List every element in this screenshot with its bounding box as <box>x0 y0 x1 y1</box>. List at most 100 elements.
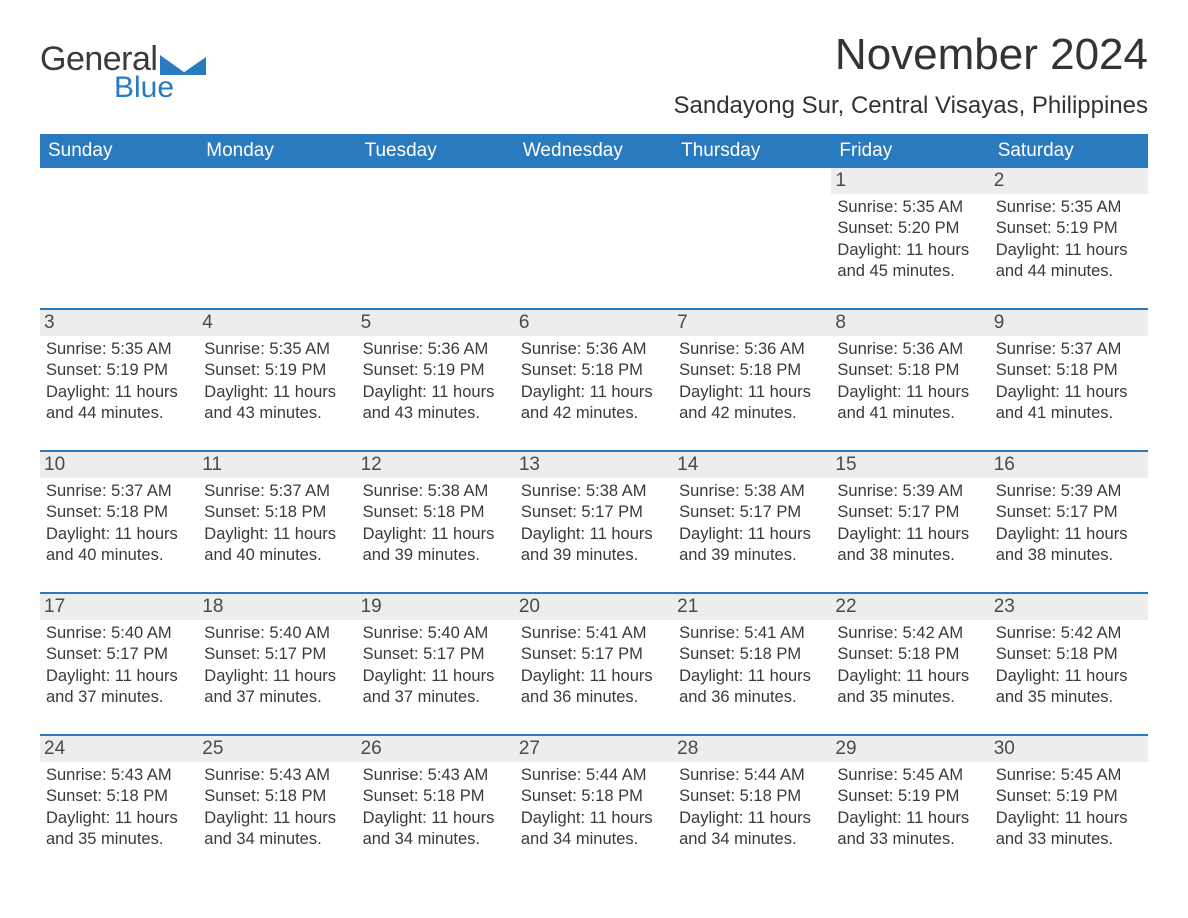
daylight-text: Daylight: 11 hours and 38 minutes. <box>837 524 983 567</box>
day-body: Sunrise: 5:38 AMSunset: 5:18 PMDaylight:… <box>363 481 509 567</box>
day-cell: 27Sunrise: 5:44 AMSunset: 5:18 PMDayligh… <box>515 736 673 864</box>
day-body: Sunrise: 5:38 AMSunset: 5:17 PMDaylight:… <box>521 481 667 567</box>
day-number: 6 <box>515 310 673 336</box>
day-number: 11 <box>198 452 356 478</box>
sunrise-text: Sunrise: 5:38 AM <box>679 481 825 502</box>
day-number: 14 <box>673 452 831 478</box>
day-body: Sunrise: 5:40 AMSunset: 5:17 PMDaylight:… <box>204 623 350 709</box>
sunset-text: Sunset: 5:18 PM <box>363 786 509 807</box>
day-body: Sunrise: 5:40 AMSunset: 5:17 PMDaylight:… <box>46 623 192 709</box>
day-cell <box>357 168 515 296</box>
day-cell <box>515 168 673 296</box>
day-body: Sunrise: 5:35 AMSunset: 5:19 PMDaylight:… <box>46 339 192 425</box>
day-cell: 19Sunrise: 5:40 AMSunset: 5:17 PMDayligh… <box>357 594 515 722</box>
day-number: 25 <box>198 736 356 762</box>
week-row: 3Sunrise: 5:35 AMSunset: 5:19 PMDaylight… <box>40 308 1148 438</box>
day-number: 5 <box>357 310 515 336</box>
sunset-text: Sunset: 5:17 PM <box>46 644 192 665</box>
day-number: 12 <box>357 452 515 478</box>
sunrise-text: Sunrise: 5:36 AM <box>363 339 509 360</box>
day-cell: 7Sunrise: 5:36 AMSunset: 5:18 PMDaylight… <box>673 310 831 438</box>
day-body: Sunrise: 5:43 AMSunset: 5:18 PMDaylight:… <box>363 765 509 851</box>
day-body: Sunrise: 5:42 AMSunset: 5:18 PMDaylight:… <box>996 623 1142 709</box>
sunrise-text: Sunrise: 5:36 AM <box>837 339 983 360</box>
sunset-text: Sunset: 5:17 PM <box>521 644 667 665</box>
day-number: 30 <box>990 736 1148 762</box>
sunrise-text: Sunrise: 5:41 AM <box>679 623 825 644</box>
daylight-text: Daylight: 11 hours and 45 minutes. <box>837 240 983 283</box>
day-cell: 12 Sunrise: 5:38 AMSunset: 5:18 PMDayligh… <box>357 452 515 580</box>
header: General Blue November 2024 Sandayong Sur… <box>40 30 1148 120</box>
sunrise-text: Sunrise: 5:39 AM <box>837 481 983 502</box>
sunrise-text: Sunrise: 5:38 AM <box>363 481 509 502</box>
day-body: Sunrise: 5:35 AMSunset: 5:19 PMDaylight:… <box>204 339 350 425</box>
daylight-text: Daylight: 11 hours and 42 minutes. <box>521 382 667 425</box>
daylight-text: Daylight: 11 hours and 41 minutes. <box>837 382 983 425</box>
sunset-text: Sunset: 5:18 PM <box>837 644 983 665</box>
sunrise-text: Sunrise: 5:36 AM <box>521 339 667 360</box>
week-row: 1Sunrise: 5:35 AMSunset: 5:20 PMDaylight… <box>40 168 1148 296</box>
day-body: Sunrise: 5:38 AMSunset: 5:17 PMDaylight:… <box>679 481 825 567</box>
day-body: Sunrise: 5:37 AMSunset: 5:18 PMDaylight:… <box>996 339 1142 425</box>
day-number: 2 <box>990 168 1148 194</box>
week-row: 10Sunrise: 5:37 AMSunset: 5:18 PMDayligh… <box>40 450 1148 580</box>
location-subtitle: Sandayong Sur, Central Visayas, Philippi… <box>673 92 1148 120</box>
dow-header-cell: Sunday <box>40 134 198 168</box>
sunset-text: Sunset: 5:17 PM <box>204 644 350 665</box>
sunrise-text: Sunrise: 5:45 AM <box>996 765 1142 786</box>
sunset-text: Sunset: 5:18 PM <box>46 502 192 523</box>
sunrise-text: Sunrise: 5:38 AM <box>521 481 667 502</box>
sunset-text: Sunset: 5:17 PM <box>837 502 983 523</box>
dow-header-cell: Thursday <box>673 134 831 168</box>
sunrise-text: Sunrise: 5:35 AM <box>837 197 983 218</box>
day-cell: 5Sunrise: 5:36 AMSunset: 5:19 PMDaylight… <box>357 310 515 438</box>
sunrise-text: Sunrise: 5:45 AM <box>837 765 983 786</box>
day-body: Sunrise: 5:43 AMSunset: 5:18 PMDaylight:… <box>204 765 350 851</box>
day-cell: 21Sunrise: 5:41 AMSunset: 5:18 PMDayligh… <box>673 594 831 722</box>
day-number: 21 <box>673 594 831 620</box>
day-cell <box>198 168 356 296</box>
day-cell: 8Sunrise: 5:36 AMSunset: 5:18 PMDaylight… <box>831 310 989 438</box>
dow-header-cell: Saturday <box>990 134 1148 168</box>
daylight-text: Daylight: 11 hours and 34 minutes. <box>679 808 825 851</box>
daylight-text: Daylight: 11 hours and 38 minutes. <box>996 524 1142 567</box>
daylight-text: Daylight: 11 hours and 44 minutes. <box>996 240 1142 283</box>
day-cell: 26Sunrise: 5:43 AMSunset: 5:18 PMDayligh… <box>357 736 515 864</box>
day-cell: 28Sunrise: 5:44 AMSunset: 5:18 PMDayligh… <box>673 736 831 864</box>
dow-header-cell: Monday <box>198 134 356 168</box>
day-body: Sunrise: 5:43 AMSunset: 5:18 PMDaylight:… <box>46 765 192 851</box>
day-cell: 13Sunrise: 5:38 AMSunset: 5:17 PMDayligh… <box>515 452 673 580</box>
sunrise-text: Sunrise: 5:44 AM <box>521 765 667 786</box>
day-number: 4 <box>198 310 356 336</box>
day-body: Sunrise: 5:36 AMSunset: 5:18 PMDaylight:… <box>837 339 983 425</box>
sunset-text: Sunset: 5:20 PM <box>837 218 983 239</box>
daylight-text: Daylight: 11 hours and 34 minutes. <box>363 808 509 851</box>
daylight-text: Daylight: 11 hours and 39 minutes. <box>521 524 667 567</box>
day-number: 17 <box>40 594 198 620</box>
sunset-text: Sunset: 5:18 PM <box>521 786 667 807</box>
day-cell: 17 Sunrise: 5:40 AMSunset: 5:17 PMDayligh… <box>40 594 198 722</box>
day-number: 22 <box>831 594 989 620</box>
day-number: 16 <box>990 452 1148 478</box>
day-body: Sunrise: 5:40 AMSunset: 5:17 PMDaylight:… <box>363 623 509 709</box>
daylight-text: Daylight: 11 hours and 43 minutes. <box>363 382 509 425</box>
daylight-text: Daylight: 11 hours and 34 minutes. <box>521 808 667 851</box>
sunset-text: Sunset: 5:18 PM <box>204 502 350 523</box>
sunset-text: Sunset: 5:18 PM <box>679 360 825 381</box>
day-body: Sunrise: 5:39 AMSunset: 5:17 PMDaylight:… <box>996 481 1142 567</box>
daylight-text: Daylight: 11 hours and 36 minutes. <box>521 666 667 709</box>
day-body: Sunrise: 5:35 AMSunset: 5:20 PMDaylight:… <box>837 197 983 283</box>
daylight-text: Daylight: 11 hours and 35 minutes. <box>837 666 983 709</box>
daylight-text: Daylight: 11 hours and 35 minutes. <box>46 808 192 851</box>
daylight-text: Daylight: 11 hours and 37 minutes. <box>204 666 350 709</box>
day-body: Sunrise: 5:35 AMSunset: 5:19 PMDaylight:… <box>996 197 1142 283</box>
day-cell: 6Sunrise: 5:36 AMSunset: 5:18 PMDaylight… <box>515 310 673 438</box>
daylight-text: Daylight: 11 hours and 37 minutes. <box>46 666 192 709</box>
dow-header-row: SundayMondayTuesdayWednesdayThursdayFrid… <box>40 134 1148 168</box>
logo-text-blue: Blue <box>114 71 174 105</box>
day-cell: 4 Sunrise: 5:35 AMSunset: 5:19 PMDaylight… <box>198 310 356 438</box>
daylight-text: Daylight: 11 hours and 44 minutes. <box>46 382 192 425</box>
day-body: Sunrise: 5:44 AMSunset: 5:18 PMDaylight:… <box>679 765 825 851</box>
sunrise-text: Sunrise: 5:41 AM <box>521 623 667 644</box>
dow-header-cell: Wednesday <box>515 134 673 168</box>
